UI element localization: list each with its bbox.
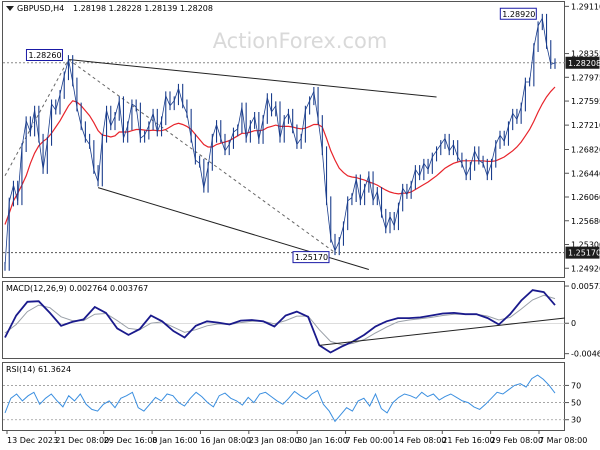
macd-lines bbox=[3, 289, 566, 354]
price-annotation-box bbox=[499, 7, 537, 20]
rsi-axis: 70 50 30 bbox=[3, 381, 581, 425]
rsi-tick-label: 50 bbox=[571, 399, 581, 408]
price-annotations: 1.28920 1.28260 1.25170 1.28208 1.25170 bbox=[25, 7, 600, 264]
price-annotation-box bbox=[25, 49, 63, 61]
ohlc-quote: 1.28198 1.28228 1.28139 1.28208 bbox=[73, 4, 213, 13]
time-tick-label: 16 Jan 08:00 bbox=[200, 436, 251, 445]
time-tick-label: 29 Feb 08:00 bbox=[491, 436, 543, 445]
time-tick-label: 7 Feb 00:00 bbox=[346, 436, 393, 445]
rsi-label: RSI(14) 61.3624 bbox=[6, 365, 71, 374]
time-tick-label: 23 Jan 08:00 bbox=[249, 436, 300, 445]
price-tick-label: 1.29110 bbox=[571, 2, 600, 11]
price-tick-label: 1.27595 bbox=[571, 97, 600, 106]
time-tick-label: 13 Dec 2023 bbox=[7, 436, 58, 445]
macd-axis: 0.00573 0 -0.004685 bbox=[565, 282, 600, 359]
current-price-box bbox=[565, 56, 600, 69]
macd-panel: MACD(12,26,9) 0.002764 0.003767 0.005730… bbox=[2, 281, 600, 359]
watermark: ActionForex.com bbox=[213, 29, 388, 53]
price-tick-label: 1.28355 bbox=[571, 50, 600, 59]
price-tick-label: 1.27975 bbox=[571, 73, 600, 82]
price-annotation-label: 1.28260 bbox=[28, 51, 61, 60]
price-tick-label: 1.26060 bbox=[571, 193, 600, 202]
rsi-lines bbox=[4, 374, 556, 423]
price-annotation-label: 1.25170 bbox=[295, 253, 328, 262]
rsi-panel: RSI(14) 61.3624 70 50 30 bbox=[2, 362, 581, 431]
price-tick-label: 1.26440 bbox=[571, 169, 600, 178]
price-annotation-label: 1.28920 bbox=[502, 10, 535, 19]
price-tick-label: 1.25680 bbox=[571, 217, 600, 226]
macd-tick-label: 0 bbox=[571, 319, 576, 328]
price-axis: 1.29110 1.28355 1.27975 1.27595 1.27210 1.268… bbox=[565, 2, 600, 273]
price-lines bbox=[3, 13, 565, 271]
upper-trendline bbox=[68, 59, 437, 98]
time-tick-label: 21 Feb 16:00 bbox=[442, 436, 494, 445]
time-tick-label: 14 Feb 08:00 bbox=[394, 436, 446, 445]
symbol-dropdown-icon[interactable] bbox=[6, 6, 14, 11]
macd-tick-label: -0.004685 bbox=[571, 350, 600, 359]
price-line bbox=[4, 17, 556, 267]
price-panel-frame bbox=[2, 1, 565, 278]
symbol-label: GBPUSD,H4 bbox=[17, 4, 64, 13]
dashed-trendline-2 bbox=[4, 59, 69, 176]
rsi-tick-label: 70 bbox=[571, 381, 581, 390]
price-annotation-box bbox=[292, 251, 330, 264]
time-tick-label: 8 Jan 16:00 bbox=[152, 436, 198, 445]
current-price-label: 1.28208 bbox=[568, 59, 600, 68]
support-price-box bbox=[565, 246, 600, 259]
time-tick-label: 21 Dec 08:00 bbox=[55, 436, 109, 445]
rsi-line bbox=[4, 374, 556, 423]
macd-line bbox=[4, 289, 556, 354]
dashed-trendline-1 bbox=[68, 59, 336, 254]
rsi-panel-frame bbox=[2, 362, 565, 431]
time-tick-label: 7 Mar 08:00 bbox=[539, 436, 587, 445]
time-tick-label: 29 Dec 16:00 bbox=[104, 436, 158, 445]
time-tick-label: 30 Jan 16:00 bbox=[297, 436, 348, 445]
price-tick-label: 1.27210 bbox=[571, 121, 600, 130]
macd-label: MACD(12,26,9) 0.002764 0.003767 bbox=[6, 284, 148, 293]
price-tick-label: 1.24920 bbox=[571, 264, 600, 273]
price-panel: ActionForex.com GBPUSD,H4 1.28198 1.2822… bbox=[2, 1, 600, 278]
rsi-tick-label: 30 bbox=[571, 416, 581, 425]
macd-tick-label: 0.00573 bbox=[571, 282, 600, 291]
macd-panel-frame bbox=[2, 281, 565, 359]
price-tick-label: 1.25300 bbox=[571, 241, 600, 250]
macd-trendline bbox=[319, 317, 566, 346]
price-tick-label: 1.26820 bbox=[571, 146, 600, 155]
support-price-label: 1.25170 bbox=[568, 249, 600, 258]
